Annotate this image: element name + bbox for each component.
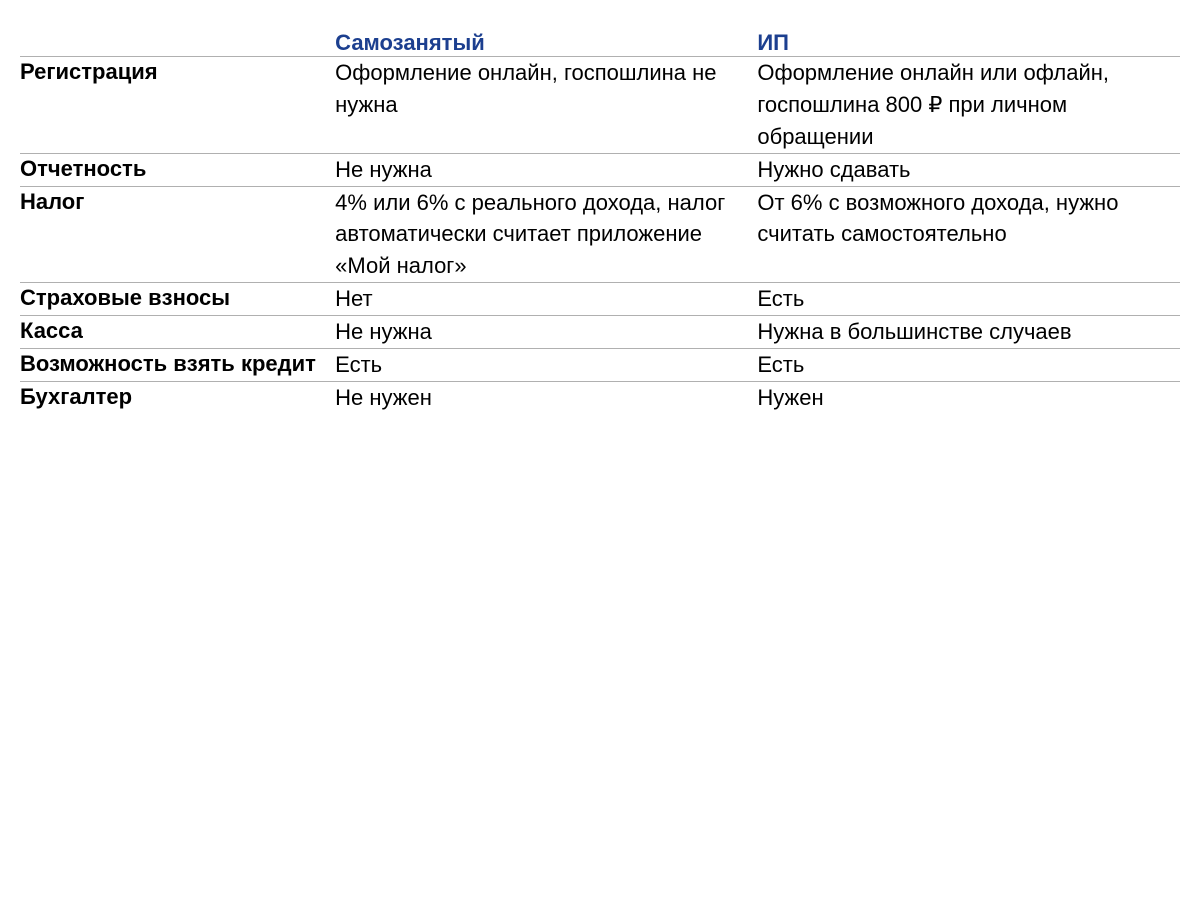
table-row: Бухгалтер Не нужен Нужен (20, 381, 1180, 413)
row-value-ip: От 6% с возможного дохода, нужно считать… (757, 186, 1180, 283)
row-label: Бухгалтер (20, 381, 335, 413)
row-value-ip: Есть (757, 349, 1180, 382)
row-label: Отчетность (20, 153, 335, 186)
row-value-self-employed: Не нужна (335, 153, 757, 186)
header-empty (20, 30, 335, 57)
table-header-row: Самозанятый ИП (20, 30, 1180, 57)
row-value-self-employed: 4% или 6% с реального дохода, налог авто… (335, 186, 757, 283)
row-label: Возможность взять кредит (20, 349, 335, 382)
row-value-ip: Есть (757, 283, 1180, 316)
header-ip: ИП (757, 30, 1180, 57)
table-row: Возможность взять кредит Есть Есть (20, 349, 1180, 382)
row-value-self-employed: Не нужен (335, 381, 757, 413)
comparison-table: Самозанятый ИП Регистрация Оформление он… (20, 30, 1180, 414)
row-value-ip: Нужен (757, 381, 1180, 413)
row-label: Страховые взносы (20, 283, 335, 316)
row-label: Касса (20, 316, 335, 349)
row-value-self-employed: Нет (335, 283, 757, 316)
row-value-self-employed: Не нужна (335, 316, 757, 349)
header-text-ip: ИП (757, 30, 789, 55)
row-value-self-employed: Оформление онлайн, госпошлина не нужна (335, 57, 757, 154)
row-label: Налог (20, 186, 335, 283)
table-row: Касса Не нужна Нужна в большинстве случа… (20, 316, 1180, 349)
header-self-employed: Самозанятый (335, 30, 757, 57)
row-value-self-employed: Есть (335, 349, 757, 382)
table-row: Страховые взносы Нет Есть (20, 283, 1180, 316)
table-row: Налог 4% или 6% с реального дохода, нало… (20, 186, 1180, 283)
header-text-self-employed: Самозанятый (335, 30, 485, 55)
table-row: Регистрация Оформление онлайн, госпошлин… (20, 57, 1180, 154)
row-value-ip: Нужно сдавать (757, 153, 1180, 186)
row-value-ip: Оформление онлайн или офлайн, госпошлина… (757, 57, 1180, 154)
table-row: Отчетность Не нужна Нужно сдавать (20, 153, 1180, 186)
row-value-ip: Нужна в большинстве случаев (757, 316, 1180, 349)
row-label: Регистрация (20, 57, 335, 154)
